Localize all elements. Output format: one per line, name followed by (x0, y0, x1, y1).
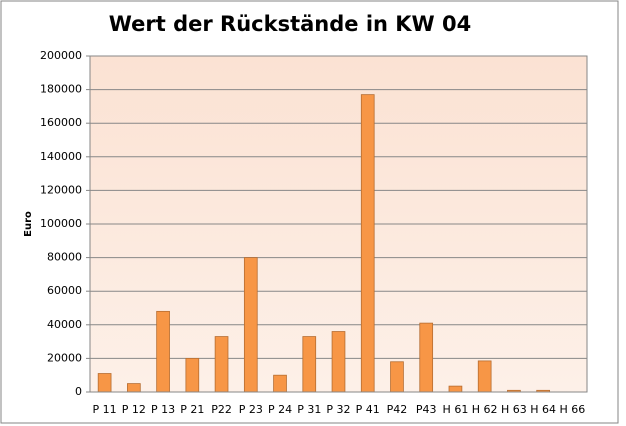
y-tick-label: 80000 (47, 251, 82, 264)
bar (419, 322, 434, 393)
y-tick-label: 160000 (40, 116, 82, 129)
x-tick-label: H 64 (530, 403, 556, 416)
y-tick-label: 0 (75, 385, 82, 398)
x-tick-label: P43 (416, 403, 437, 416)
y-tick-label: 200000 (40, 49, 82, 62)
bar (331, 331, 346, 393)
x-tick-label: P 21 (180, 403, 204, 416)
bar (243, 257, 258, 393)
x-tick-label: P 24 (268, 403, 292, 416)
y-tick-label: 140000 (40, 150, 82, 163)
y-tick-label: 60000 (47, 284, 82, 297)
x-tick-label: H 61 (443, 403, 469, 416)
x-tick-label: P 13 (151, 403, 175, 416)
y-tick-label: 120000 (40, 183, 82, 196)
y-tick-label: 180000 (40, 83, 82, 96)
x-tick-label: P 11 (93, 403, 117, 416)
x-tick-label: H 63 (501, 403, 527, 416)
bar (185, 357, 200, 393)
x-tick-label: P22 (211, 403, 232, 416)
bar (214, 336, 229, 393)
bar (360, 94, 375, 393)
bar (302, 336, 317, 393)
bar (390, 361, 404, 393)
x-tick-label: P 23 (239, 403, 263, 416)
x-tick-label: P 41 (356, 403, 380, 416)
x-tick-label: P42 (387, 403, 408, 416)
bar (97, 373, 112, 393)
y-axis-label: Euro (23, 211, 34, 237)
x-tick-label: H 62 (472, 403, 498, 416)
chart-title: Wert der Rückstände in KW 04 (109, 12, 472, 36)
y-tick-label: 100000 (40, 217, 82, 230)
y-tick-label: 40000 (47, 318, 82, 331)
bar (448, 385, 463, 393)
bar (156, 310, 170, 393)
bar (477, 360, 492, 393)
x-tick-label: P 12 (122, 403, 146, 416)
bar (127, 383, 141, 393)
bar (273, 374, 287, 393)
x-tick-label: P 31 (297, 403, 321, 416)
x-tick-label: H 66 (559, 403, 585, 416)
x-tick-label: P 32 (326, 403, 350, 416)
y-tick-label: 20000 (47, 351, 82, 364)
